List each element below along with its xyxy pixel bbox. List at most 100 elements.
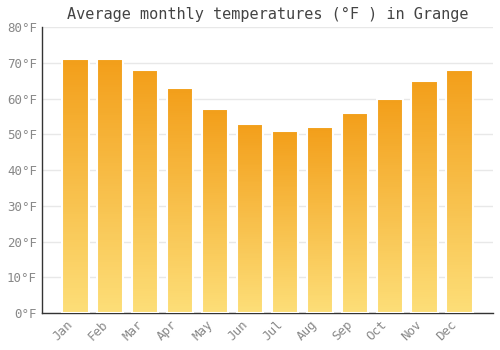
Bar <box>132 167 158 170</box>
Bar <box>62 237 88 239</box>
Bar <box>62 151 88 153</box>
Bar <box>342 137 368 139</box>
Bar <box>342 131 368 133</box>
Bar <box>376 212 402 215</box>
Bar <box>167 277 193 279</box>
Bar <box>412 102 438 104</box>
Bar <box>132 211 158 213</box>
Bar <box>167 191 193 194</box>
Bar <box>237 256 263 258</box>
Bar <box>342 179 368 181</box>
Bar <box>167 254 193 257</box>
Bar <box>237 296 263 298</box>
Bar <box>202 189 228 191</box>
Bar <box>62 295 88 298</box>
Bar <box>132 301 158 303</box>
Bar <box>62 146 88 148</box>
Bar <box>446 82 472 85</box>
Bar <box>272 299 298 300</box>
Bar <box>272 213 298 215</box>
Bar <box>237 298 263 300</box>
Bar <box>446 124 472 126</box>
Bar <box>62 293 88 295</box>
Bar <box>306 257 333 259</box>
Bar <box>342 303 368 305</box>
Bar <box>202 142 228 144</box>
Bar <box>272 200 298 202</box>
Bar <box>237 209 263 211</box>
Bar <box>97 222 124 224</box>
Bar <box>167 268 193 270</box>
Bar <box>62 204 88 206</box>
Bar <box>202 173 228 175</box>
Bar <box>202 262 228 264</box>
Bar <box>412 150 438 153</box>
Bar <box>412 206 438 209</box>
Bar <box>167 167 193 169</box>
Bar <box>237 175 263 177</box>
Bar <box>167 169 193 171</box>
Bar <box>202 256 228 258</box>
Bar <box>237 239 263 241</box>
Bar <box>412 178 438 181</box>
Bar <box>97 283 124 285</box>
Bar <box>132 218 158 221</box>
Bar <box>97 168 124 171</box>
Bar <box>306 218 333 220</box>
Bar <box>306 311 333 313</box>
Bar <box>237 287 263 288</box>
Bar <box>272 138 298 140</box>
Bar <box>132 146 158 148</box>
Bar <box>376 125 402 127</box>
Bar <box>376 105 402 107</box>
Bar <box>97 64 124 67</box>
Bar <box>306 185 333 187</box>
Bar <box>446 216 472 218</box>
Bar <box>412 190 438 192</box>
Bar <box>412 227 438 230</box>
Bar <box>62 262 88 265</box>
Bar <box>97 138 124 141</box>
Bar <box>412 85 438 88</box>
Bar <box>446 143 472 146</box>
Bar <box>132 233 158 235</box>
Bar <box>97 163 124 166</box>
Bar <box>62 103 88 105</box>
Bar <box>167 102 193 104</box>
Bar <box>62 194 88 196</box>
Bar <box>342 273 368 275</box>
Bar <box>272 288 298 289</box>
Bar <box>132 279 158 281</box>
Bar <box>237 163 263 166</box>
Bar <box>412 213 438 216</box>
Bar <box>97 95 124 98</box>
Bar <box>202 240 228 242</box>
Bar <box>272 156 298 158</box>
Bar <box>446 141 472 143</box>
Bar <box>237 182 263 184</box>
Bar <box>412 276 438 278</box>
Bar <box>167 126 193 128</box>
Bar <box>132 291 158 294</box>
Bar <box>342 223 368 225</box>
Bar <box>132 87 158 90</box>
Bar <box>446 228 472 231</box>
Bar <box>132 109 158 111</box>
Bar <box>237 137 263 139</box>
Bar <box>412 188 438 190</box>
Bar <box>342 203 368 205</box>
Bar <box>237 156 263 158</box>
Bar <box>237 247 263 249</box>
Bar <box>306 302 333 304</box>
Bar <box>306 281 333 284</box>
Bar <box>62 283 88 285</box>
Bar <box>272 257 298 258</box>
Bar <box>306 172 333 174</box>
Bar <box>132 175 158 177</box>
Bar <box>202 113 228 116</box>
Bar <box>306 213 333 215</box>
Bar <box>446 226 472 228</box>
Bar <box>132 184 158 187</box>
Bar <box>376 274 402 277</box>
Bar <box>306 146 333 148</box>
